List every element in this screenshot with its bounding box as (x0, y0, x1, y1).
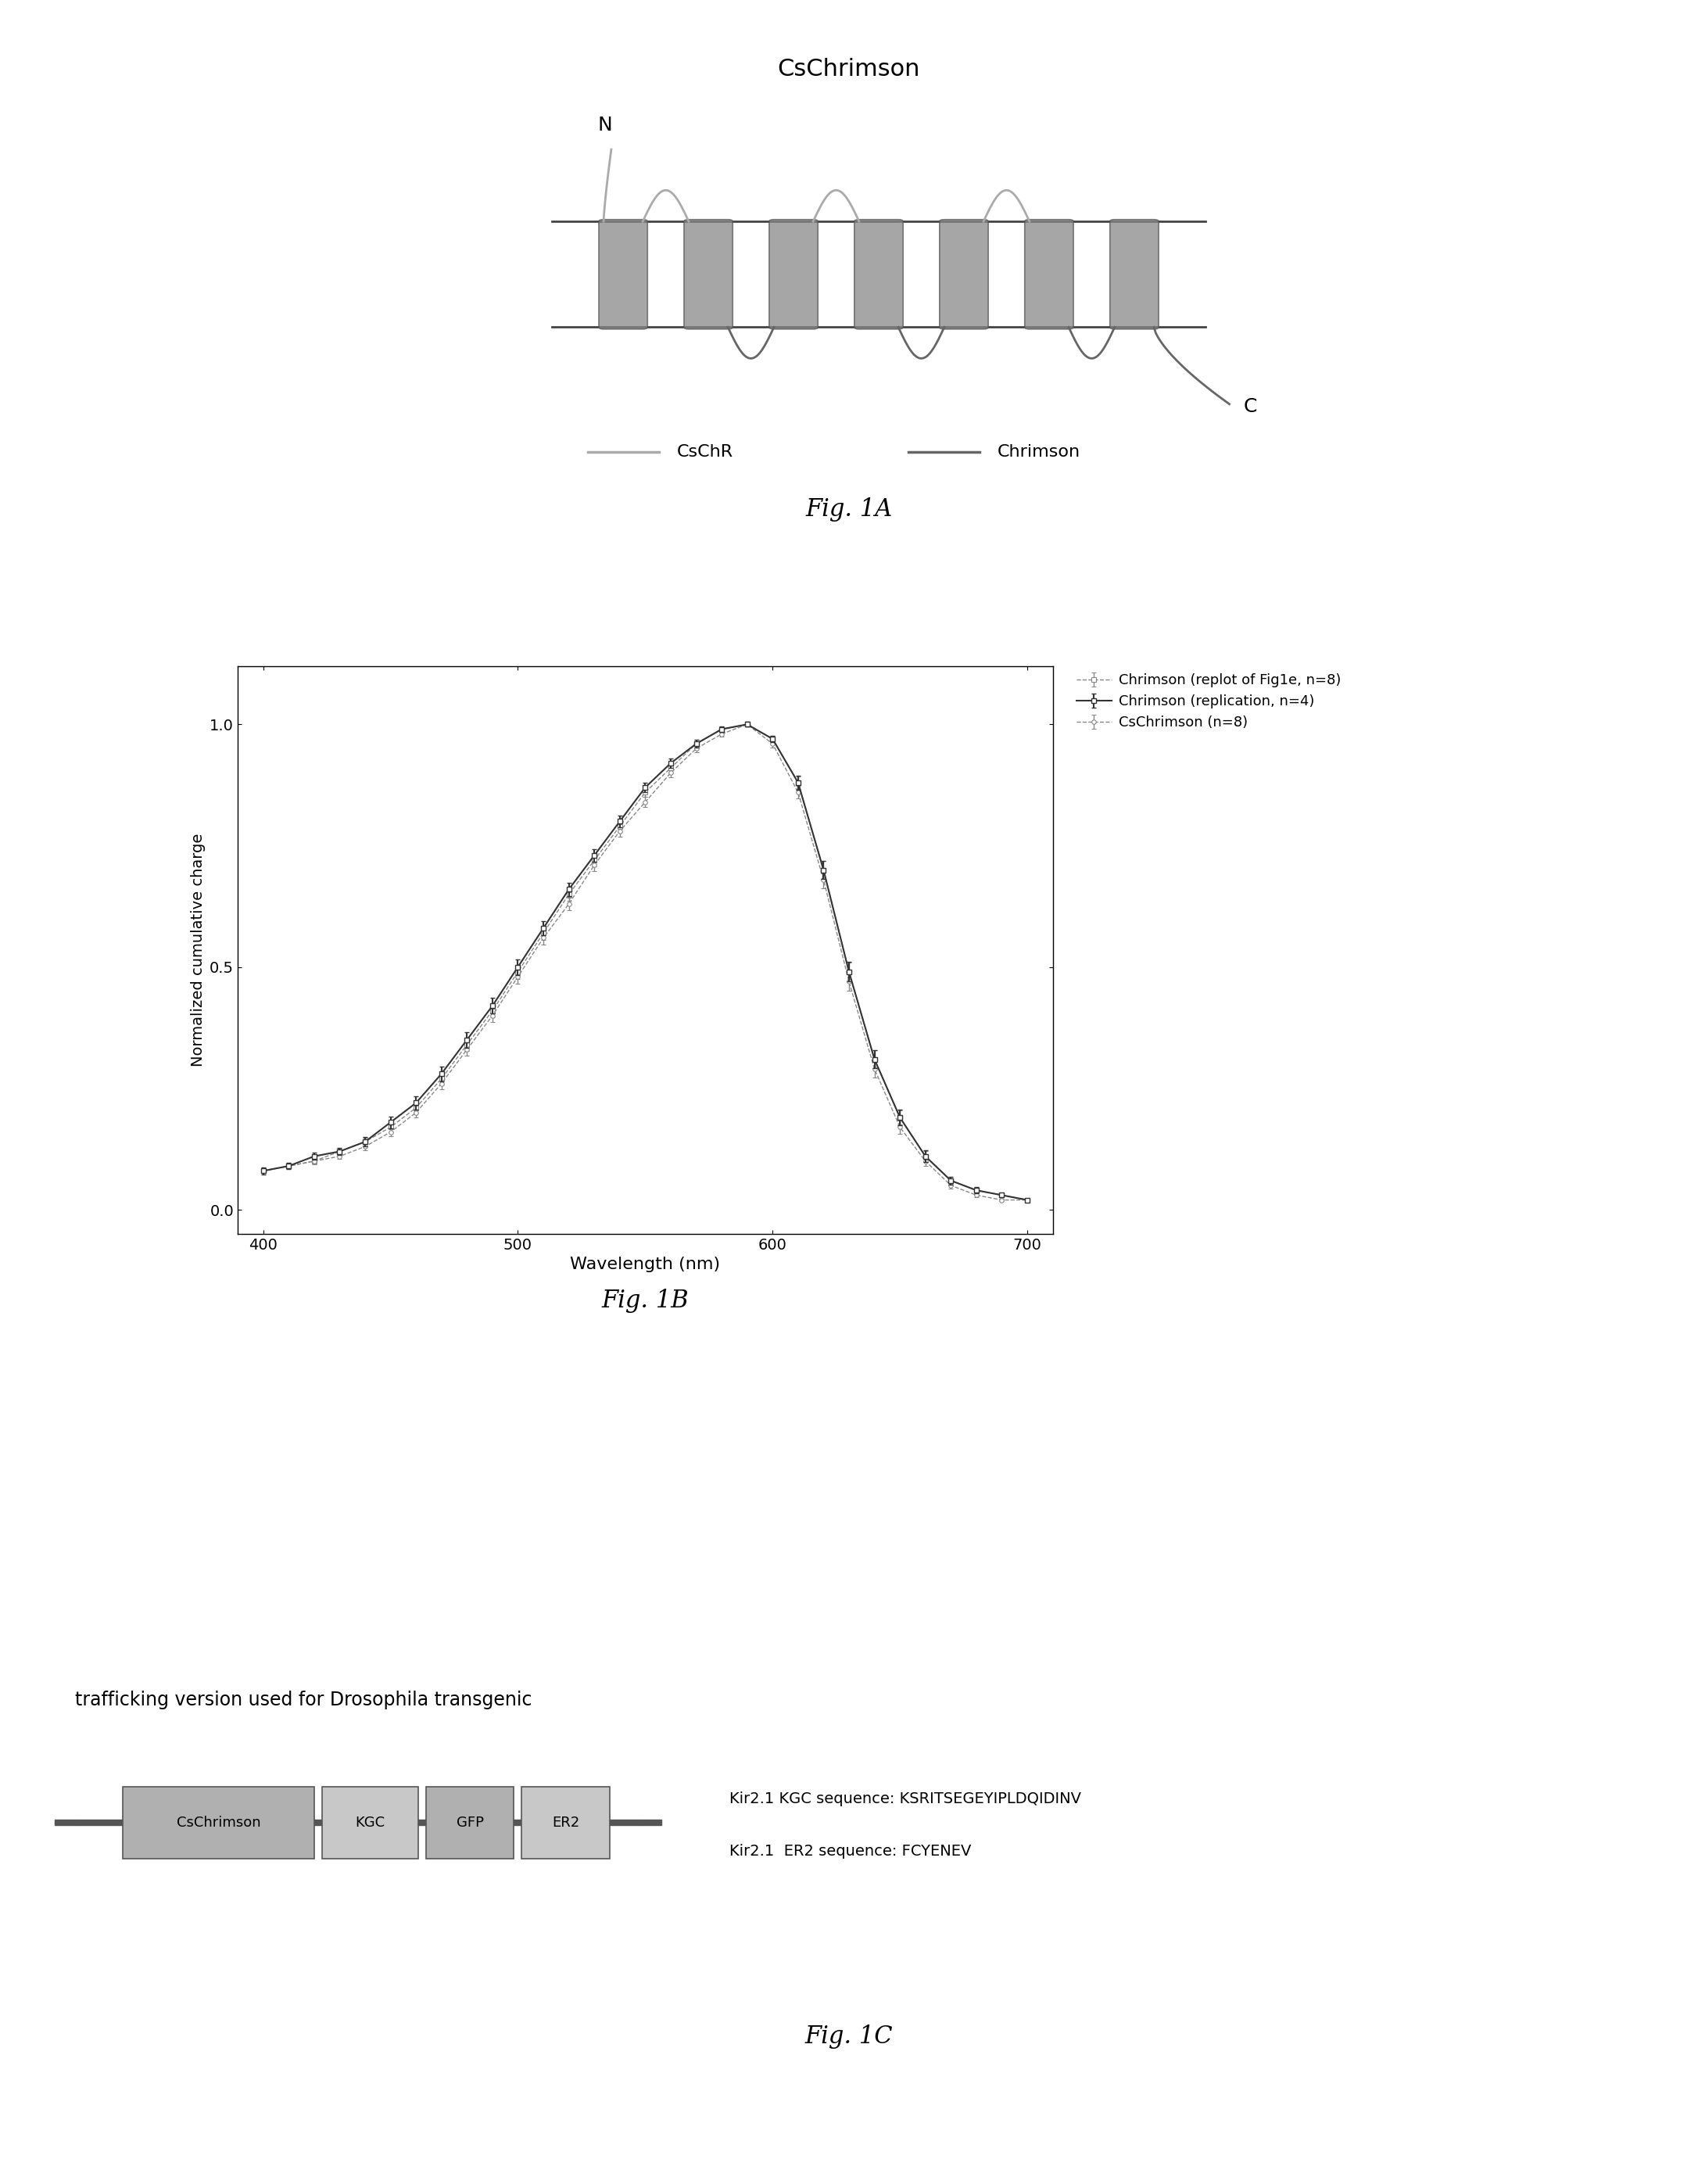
Bar (323, 1787, 418, 1859)
FancyBboxPatch shape (1024, 221, 1073, 330)
FancyBboxPatch shape (599, 221, 647, 330)
Bar (54, 1819, 75, 1826)
Text: Kir2.1  ER2 sequence: FCYENEV: Kir2.1 ER2 sequence: FCYENEV (730, 1843, 971, 1859)
Bar (75, 1819, 642, 1826)
Text: Chrimson: Chrimson (998, 443, 1080, 461)
X-axis label: Wavelength (nm): Wavelength (nm) (571, 1258, 720, 1273)
Text: Kir2.1 KGC sequence: KSRITSEGEYIPLDQIDINV: Kir2.1 KGC sequence: KSRITSEGEYIPLDQIDIN… (730, 1791, 1082, 1806)
FancyBboxPatch shape (684, 221, 734, 330)
Text: Fig. 1C: Fig. 1C (805, 2025, 893, 2049)
Y-axis label: Normalized cumulative charge: Normalized cumulative charge (190, 834, 205, 1066)
Text: N: N (598, 116, 613, 135)
Text: Fig. 1A: Fig. 1A (805, 498, 893, 522)
FancyBboxPatch shape (854, 221, 903, 330)
FancyBboxPatch shape (939, 221, 988, 330)
Text: CsChrimson: CsChrimson (177, 1815, 260, 1830)
Text: Fig. 1B: Fig. 1B (601, 1289, 689, 1313)
FancyBboxPatch shape (1110, 221, 1158, 330)
Text: GFP: GFP (457, 1815, 484, 1830)
Text: KGC: KGC (355, 1815, 385, 1830)
Legend: Chrimson (replot of Fig1e, n=8), Chrimson (replication, n=4), CsChrimson (n=8): Chrimson (replot of Fig1e, n=8), Chrimso… (1077, 673, 1341, 729)
Text: CsChR: CsChR (678, 443, 734, 461)
Bar (642, 1819, 662, 1826)
Text: ER2: ER2 (552, 1815, 579, 1830)
Text: trafficking version used for Drosophila transgenic: trafficking version used for Drosophila … (75, 1690, 531, 1710)
Text: CsChrimson: CsChrimson (778, 59, 920, 81)
Bar (122, 1787, 314, 1859)
Bar (426, 1787, 514, 1859)
Bar (521, 1787, 610, 1859)
Text: C: C (1243, 397, 1257, 415)
FancyBboxPatch shape (769, 221, 818, 330)
